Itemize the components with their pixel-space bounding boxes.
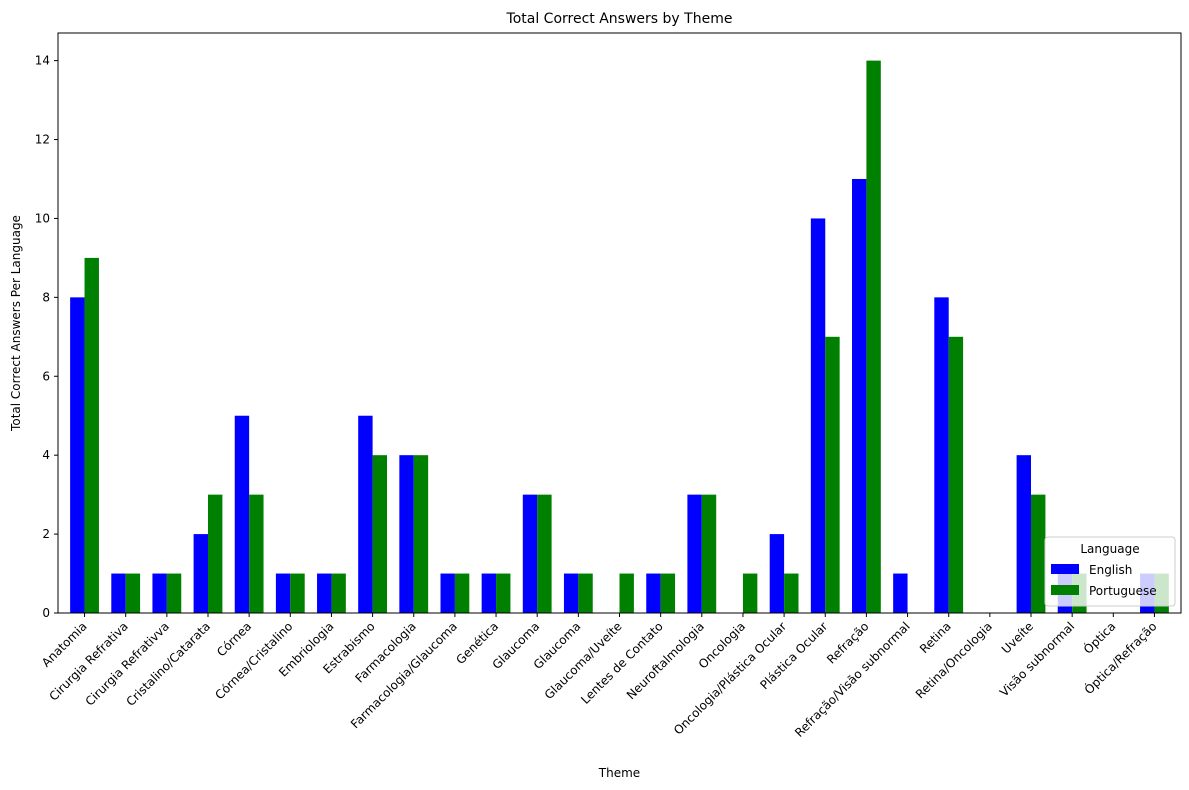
bar-english-5: [275, 573, 291, 613]
bar-portuguese-21: [948, 336, 964, 613]
y-tick-label: 10: [35, 211, 50, 225]
x-axis-title: Theme: [598, 766, 640, 780]
bar-portuguese-12: [578, 573, 593, 613]
bar-english-7: [358, 415, 373, 613]
legend-swatch-english: [1051, 564, 1079, 574]
bar-portuguese-23: [1031, 494, 1046, 613]
bar-portuguese-2: [166, 573, 182, 613]
x-tick-label: Óptica: [1080, 619, 1118, 657]
bar-portuguese-16: [742, 573, 758, 613]
bar-english-1: [111, 573, 126, 613]
bar-portuguese-6: [331, 573, 346, 613]
x-tick-label: Córnea/Cristalino: [212, 619, 295, 702]
bar-portuguese-14: [660, 573, 676, 613]
bars-layer: [70, 60, 1169, 614]
bar-portuguese-3: [207, 494, 223, 613]
bar-english-8: [399, 455, 414, 613]
bar-portuguese-18: [825, 336, 840, 613]
bar-portuguese-11: [537, 494, 552, 613]
legend: Language English Portuguese: [1044, 536, 1176, 607]
y-axis: 0 2 4 6 8 10 12 14: [35, 54, 58, 620]
bar-english-15: [687, 494, 702, 613]
x-tick-label: Neuroftalmologia: [624, 619, 707, 702]
bar-english-9: [440, 573, 455, 613]
bar-portuguese-1: [125, 573, 141, 613]
bar-portuguese-17: [784, 573, 799, 613]
bar-english-3: [193, 534, 208, 613]
bar-portuguese-8: [413, 455, 429, 613]
bar-portuguese-9: [454, 573, 470, 613]
bar-english-21: [934, 297, 949, 613]
bar-portuguese-0: [84, 257, 99, 613]
bar-portuguese-15: [701, 494, 717, 613]
y-tick-label: 4: [42, 448, 50, 462]
x-tick-label: Glaucoma/Uveíte: [542, 619, 625, 702]
legend-title: Language: [1080, 542, 1139, 556]
x-tick-label: Retina: [917, 619, 954, 656]
bar-english-12: [563, 573, 579, 613]
bar-portuguese-19: [866, 60, 881, 614]
bar-portuguese-7: [372, 455, 387, 613]
legend-label-english: English: [1089, 563, 1132, 577]
bar-english-0: [70, 297, 85, 613]
bar-english-14: [646, 573, 661, 613]
y-tick-label: 0: [42, 606, 50, 620]
legend-swatch-portuguese: [1051, 585, 1079, 595]
bar-portuguese-10: [496, 573, 511, 613]
x-tick-label: Uveíte: [999, 619, 1036, 656]
bar-english-6: [317, 573, 332, 613]
bar-english-4: [234, 415, 250, 613]
bar-portuguese-13: [619, 573, 634, 613]
y-axis-title: Total Correct Answers Per Language: [9, 215, 23, 432]
y-tick-label: 8: [42, 290, 50, 304]
x-tick-label: Óptica/Refração: [1081, 619, 1160, 698]
bar-english-17: [769, 534, 785, 613]
bar-english-20: [893, 573, 908, 613]
chart-title: Total Correct Answers by Theme: [506, 11, 733, 27]
y-tick-label: 12: [35, 133, 50, 147]
legend-items: English Portuguese: [1051, 563, 1157, 598]
bar-english-2: [152, 573, 167, 613]
bar-english-10: [481, 573, 497, 613]
legend-label-portuguese: Portuguese: [1089, 584, 1157, 598]
y-tick-label: 2: [42, 527, 50, 541]
bar-english-19: [852, 178, 867, 613]
bar-portuguese-4: [249, 494, 264, 613]
x-tick-label: Retina/Oncologia: [913, 619, 995, 701]
bar-english-18: [810, 218, 826, 613]
x-tick-label: Visão subnormal: [997, 619, 1077, 699]
x-tick-label: Cirurgia Refrativa: [46, 619, 130, 703]
x-tick-label: Córnea: [214, 619, 254, 659]
bar-portuguese-5: [290, 573, 305, 613]
y-tick-label: 6: [42, 369, 50, 383]
y-tick-label: 14: [35, 54, 50, 68]
bar-english-23: [1016, 455, 1032, 613]
bar-english-11: [522, 494, 538, 613]
plot-frame: [57, 32, 1182, 614]
